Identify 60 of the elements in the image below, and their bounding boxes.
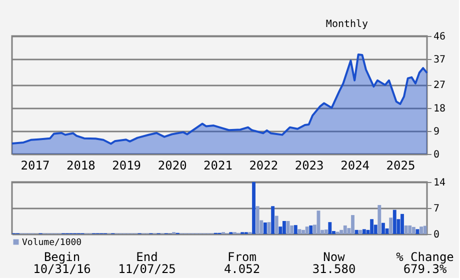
y-tick-label: 18 <box>434 103 446 114</box>
bar <box>404 225 408 234</box>
bar <box>420 226 423 234</box>
x-tick-label: 2023 <box>294 158 324 172</box>
text: 31.580 <box>312 262 356 276</box>
y-tick-label: 14 <box>434 178 446 188</box>
bar <box>392 210 396 234</box>
bar <box>274 216 278 234</box>
legend-label: Volume/1000 <box>22 238 82 248</box>
x-tick-label: 2025 <box>386 158 416 172</box>
bar <box>298 229 302 234</box>
bar <box>282 221 286 234</box>
x-tick-label: 2020 <box>158 158 187 172</box>
bar <box>290 225 294 234</box>
y-tick-label: 9 <box>434 126 440 138</box>
x-tick-label: 2021 <box>204 158 232 172</box>
text: End <box>136 250 158 264</box>
y-tick-label: 0 <box>434 230 440 240</box>
x-tick-label: 2022 <box>249 158 278 172</box>
bar <box>252 182 256 234</box>
text: Monthly <box>326 19 368 30</box>
bar <box>324 230 328 234</box>
bar <box>294 225 298 234</box>
x-tick-label: 2024 <box>340 158 370 172</box>
bar <box>263 222 267 234</box>
bar <box>351 215 354 234</box>
bar <box>354 230 358 234</box>
y-tick-label: 7 <box>434 204 440 214</box>
x-tick-label: 2017 <box>20 158 50 172</box>
bar <box>400 214 404 234</box>
bar <box>423 226 427 234</box>
text: Now <box>323 250 346 264</box>
bar <box>408 225 412 234</box>
y-tick-label: 27 <box>434 80 446 92</box>
bar <box>256 206 260 234</box>
text: % Change <box>396 250 454 264</box>
y-tick-label: 37 <box>434 54 446 66</box>
bar <box>343 225 347 234</box>
bar <box>382 222 385 234</box>
bar <box>305 226 309 234</box>
bar <box>416 229 420 234</box>
text: From <box>228 250 256 264</box>
bar <box>358 230 362 234</box>
text: 11/07/25 <box>118 262 176 276</box>
bar <box>309 225 313 234</box>
bar <box>271 206 275 234</box>
bar <box>328 222 332 234</box>
bar <box>389 218 393 234</box>
y-tick-label: 46 <box>434 32 446 42</box>
bar <box>412 226 416 234</box>
bar <box>378 205 382 234</box>
text: Begin <box>44 250 80 264</box>
x-tick-label: 2018 <box>66 158 96 172</box>
bar <box>302 230 305 234</box>
bar <box>362 229 366 234</box>
bar <box>340 230 344 234</box>
y-tick-label: 0 <box>434 150 440 160</box>
x-tick-label: 2019 <box>112 158 142 172</box>
text: 4.052 <box>224 262 260 276</box>
bar <box>370 219 374 234</box>
